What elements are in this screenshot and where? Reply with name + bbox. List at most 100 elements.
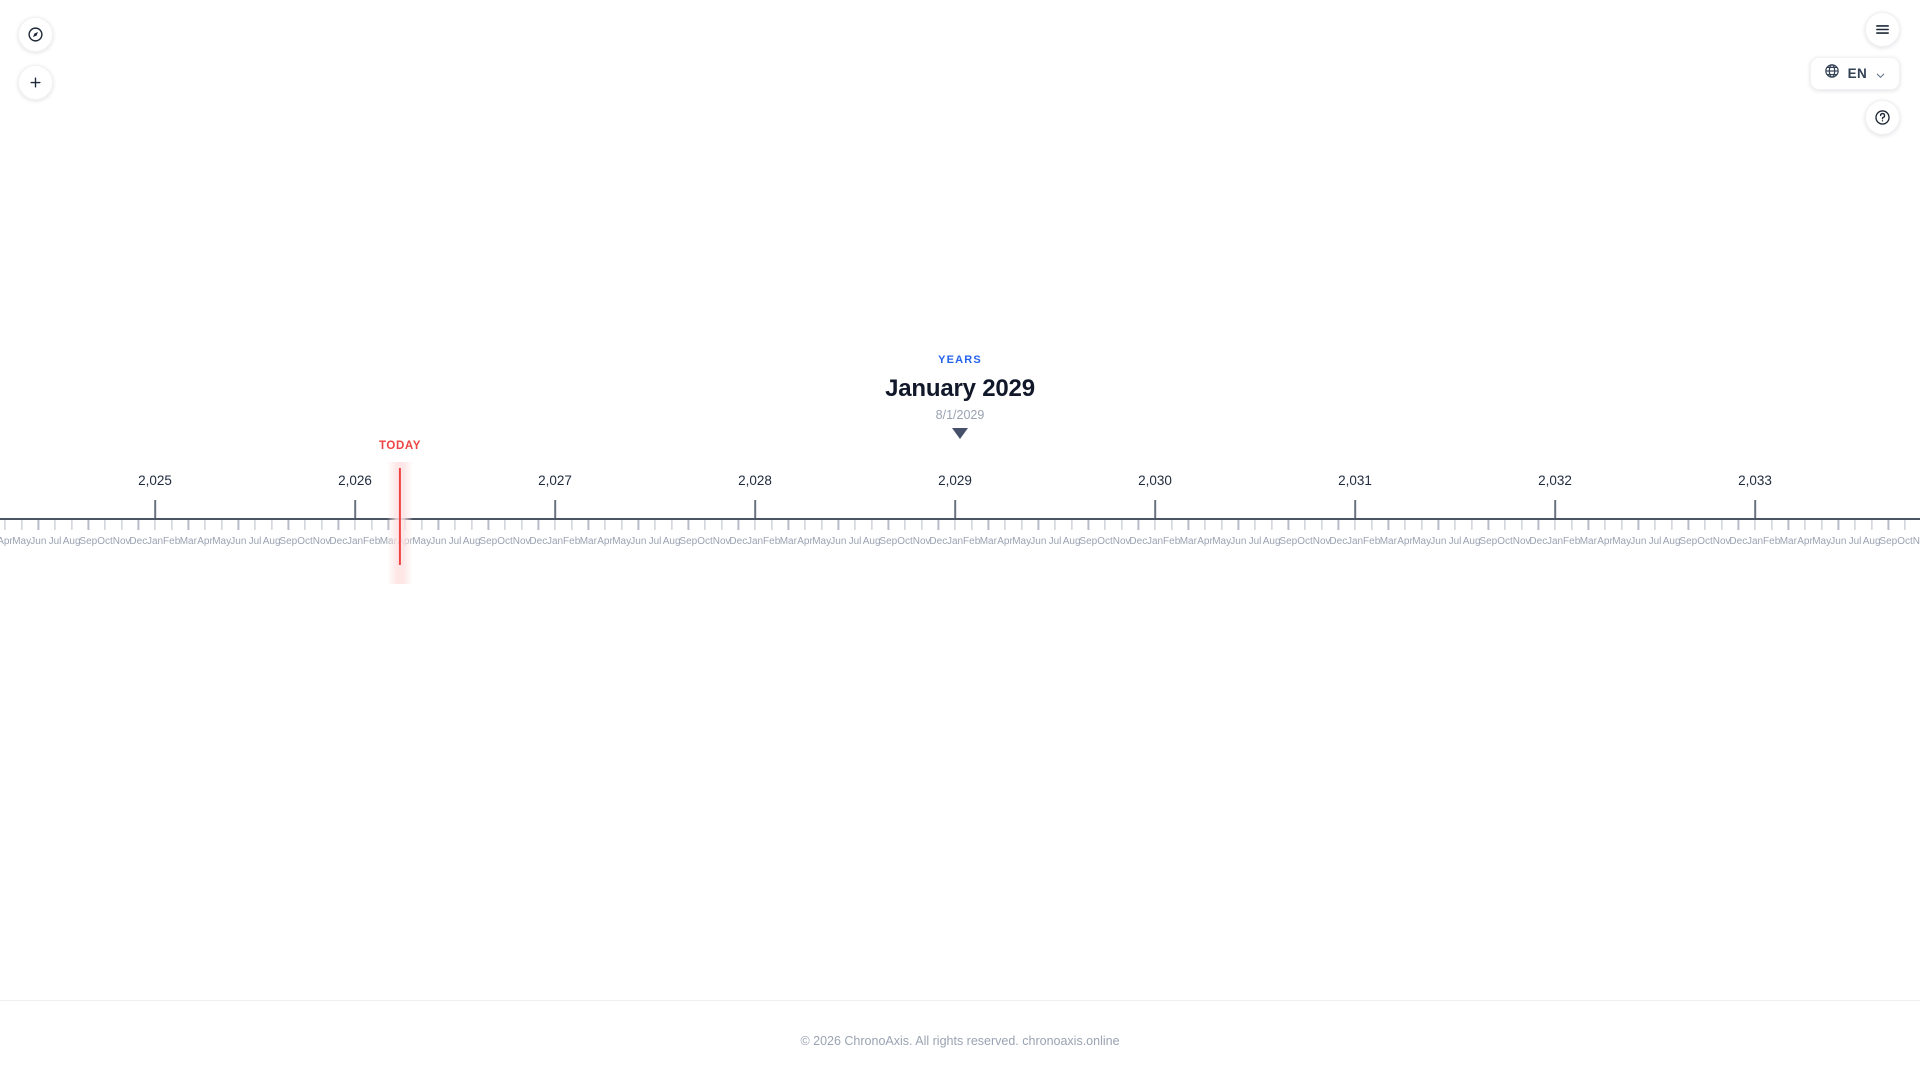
axis-tick-minor xyxy=(754,520,756,530)
language-selector[interactable]: EN xyxy=(1809,57,1900,90)
axis-year-label: 2,026 xyxy=(338,473,372,488)
axis-month-label: May xyxy=(612,536,632,547)
axis-month-label: Sep xyxy=(879,536,898,547)
today-marker-line[interactable] xyxy=(398,468,402,565)
axis-tick-minor xyxy=(121,520,123,530)
question-mark-icon xyxy=(1874,109,1891,126)
axis-tick-minor xyxy=(1504,520,1506,530)
axis-month-label: May xyxy=(1412,536,1432,547)
axis-month-label: Jan xyxy=(1146,536,1164,547)
axis-month-label: Sep xyxy=(279,536,298,547)
axis-month-label: May xyxy=(1212,536,1232,547)
readout-scale-label: YEARS xyxy=(938,354,982,366)
axis-month-label: May xyxy=(412,536,432,547)
help-button[interactable] xyxy=(1865,100,1900,135)
axis-tick-minor xyxy=(671,520,673,530)
axis-tick-minor xyxy=(87,520,89,530)
axis-month-label: Dec xyxy=(1529,536,1548,547)
axis-month-label: Sep xyxy=(679,536,698,547)
axis-tick-minor xyxy=(1204,520,1206,530)
axis-tick-minor xyxy=(871,520,873,530)
axis-tick-minor xyxy=(221,520,223,530)
axis-month-label: Feb xyxy=(563,536,581,547)
axis-month-label: Jun xyxy=(1430,536,1447,547)
compass-icon xyxy=(27,26,44,43)
axis-tick-minor xyxy=(954,520,956,530)
axis-month-label: Apr xyxy=(797,536,813,547)
axis-month-label: Apr xyxy=(1397,536,1413,547)
axis-tick-minor xyxy=(487,520,489,530)
axis-month-label: Jun xyxy=(30,536,47,547)
axis-month-label: Feb xyxy=(763,536,781,547)
add-button[interactable] xyxy=(18,65,53,100)
axis-tick-minor xyxy=(804,520,806,530)
axis-month-label: Jul xyxy=(648,536,662,547)
chevron-down-icon xyxy=(1875,68,1886,79)
axis-tick-minor xyxy=(821,520,823,530)
axis-month-label: Mar xyxy=(1579,536,1597,547)
compass-button[interactable] xyxy=(18,17,53,52)
axis-tick-minor xyxy=(254,520,256,530)
axis-month-label: Jul xyxy=(1448,536,1462,547)
axis-month-label: May xyxy=(12,536,32,547)
axis-tick-minor xyxy=(304,520,306,530)
axis-month-label: Sep xyxy=(1079,536,1098,547)
axis-tick-minor xyxy=(571,520,573,530)
axis-tick-minor xyxy=(1287,520,1289,530)
menu-button[interactable] xyxy=(1865,12,1900,47)
axis-tick-minor xyxy=(537,520,539,530)
axis-month-label: Jul xyxy=(48,536,62,547)
timeline-readout: YEARS January 2029 8/1/2029 xyxy=(0,354,1920,439)
axis-month-label: Jun xyxy=(1030,536,1047,547)
axis-tick-minor xyxy=(1787,520,1789,530)
axis-month-label: Apr xyxy=(197,536,213,547)
footer: © 2026 ChronoAxis. All rights reserved. … xyxy=(0,1000,1920,1080)
axis-tick-minor xyxy=(1571,520,1573,530)
axis-month-label: Nov xyxy=(1912,536,1920,547)
axis-tick-minor xyxy=(1404,520,1406,530)
axis-tick-minor xyxy=(1187,520,1189,530)
axis-month-label: Jan xyxy=(1546,536,1564,547)
axis-tick-major xyxy=(754,500,756,518)
axis-tick-major xyxy=(154,500,156,518)
axis-month-label: Mar xyxy=(979,536,997,547)
axis-month-label: Sep xyxy=(1479,536,1498,547)
globe-icon xyxy=(1824,63,1840,84)
axis-tick-minor xyxy=(437,520,439,530)
axis-month-label: Feb xyxy=(963,536,981,547)
axis-tick-minor xyxy=(1654,520,1656,530)
axis-tick-minor xyxy=(237,520,239,530)
axis-tick-minor xyxy=(354,520,356,530)
axis-month-label: Feb xyxy=(1363,536,1381,547)
axis-tick-minor xyxy=(37,520,39,530)
axis-month-label: Dec xyxy=(1129,536,1148,547)
axis-month-label: Jul xyxy=(1048,536,1062,547)
axis-month-label: Aug xyxy=(62,536,81,547)
axis-month-label: Nov xyxy=(1312,536,1331,547)
timeline-axis[interactable]: Apr May Jun Jul Aug Sep Oct Nov Dec Jan Feb Mar Apr M… xyxy=(0,440,1920,584)
axis-month-label: Sep xyxy=(1279,536,1298,547)
axis-month-label: Jun xyxy=(230,536,247,547)
axis-year-label: 2,031 xyxy=(1338,473,1372,488)
axis-month-label: Jan xyxy=(746,536,764,547)
axis-month-label: Nov xyxy=(1712,536,1731,547)
axis-tick-minor xyxy=(1154,520,1156,530)
axis-month-label: Jan xyxy=(946,536,964,547)
axis-tick-minor xyxy=(1137,520,1139,530)
axis-tick-minor xyxy=(687,520,689,530)
axis-tick-minor xyxy=(471,520,473,530)
readout-date: 8/1/2029 xyxy=(935,408,985,422)
axis-tick-minor xyxy=(154,520,156,530)
axis-tick-minor xyxy=(1321,520,1323,530)
axis-month-label: Oct xyxy=(697,536,713,547)
axis-month-label: Sep xyxy=(1879,536,1898,547)
axis-month-label: Nov xyxy=(712,536,731,547)
axis-month-label: May xyxy=(1012,536,1032,547)
axis-month-label: Oct xyxy=(1297,536,1313,547)
axis-month-label: Oct xyxy=(897,536,913,547)
axis-tick-minor xyxy=(1737,520,1739,530)
axis-tick-major xyxy=(954,500,956,518)
axis-tick-minor xyxy=(1304,520,1306,530)
axis-month-label: Nov xyxy=(1512,536,1531,547)
axis-tick-minor xyxy=(1887,520,1889,530)
